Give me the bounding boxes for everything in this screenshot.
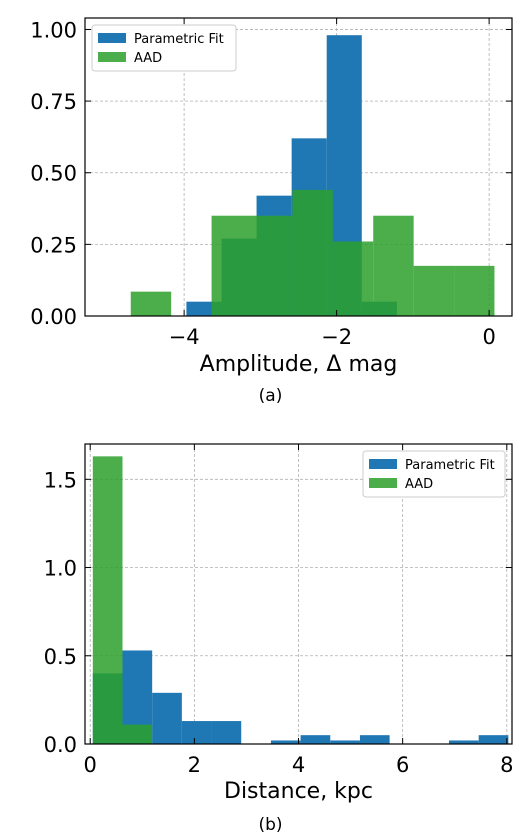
- x-tick-label: 2: [188, 753, 201, 777]
- x-tick-label: 6: [396, 753, 409, 777]
- legend: Parametric Fit AAD: [91, 24, 237, 72]
- aad-bar: [251, 215, 293, 316]
- x-tick-label: −2: [321, 325, 352, 349]
- x-axis-label: Distance, kpc: [224, 779, 373, 804]
- aad-bar: [211, 215, 252, 316]
- x-tick-label: 0: [84, 753, 97, 777]
- parametric-fit-bar: [300, 735, 331, 744]
- legend-entry: Parametric Fit: [405, 458, 495, 473]
- x-axis-label: Amplitude, Δ mag: [200, 352, 398, 377]
- legend-entry: AAD: [405, 477, 433, 492]
- y-tick-label: 0.0: [44, 733, 77, 757]
- aad-bar: [454, 265, 495, 316]
- y-tick-label: 1.0: [44, 557, 77, 581]
- parametric-fit-bar: [359, 735, 390, 744]
- y-tick-label: 0.25: [30, 233, 77, 257]
- legend-box: [91, 24, 237, 72]
- y-tick-label: 1.5: [44, 468, 77, 492]
- legend-swatch: [98, 33, 126, 43]
- aad-bar: [122, 724, 153, 744]
- panel-label: (b): [258, 815, 282, 835]
- plot-frame: [84, 17, 513, 317]
- parametric-fit-bar: [330, 740, 360, 744]
- parametric-fit-bar: [181, 721, 212, 744]
- aad-bar: [332, 241, 374, 316]
- histogram-distance: 0 2 4 6 8 0.0 0.5 1.0 1.5 Distance, kpc (b) Paramet…: [44, 443, 513, 835]
- y-tick-label: 0.50: [30, 162, 77, 186]
- x-tick-label: 4: [292, 753, 305, 777]
- y-tick-label: 1.00: [30, 18, 77, 42]
- panel-label: (a): [259, 386, 283, 406]
- legend: Parametric Fit AAD: [362, 450, 506, 498]
- legend-entry: AAD: [134, 51, 162, 66]
- legend-swatch: [98, 52, 126, 62]
- aad-bar: [373, 215, 414, 316]
- parametric-fit-bar: [448, 740, 479, 744]
- x-tick-label: −4: [169, 325, 200, 349]
- y-tick-label: 0.5: [44, 645, 77, 669]
- histogram-amplitude: −4 −2 0 0.00 0.25 0.50 0.75 1.00 Amplitude, Δ ma…: [30, 17, 513, 406]
- legend-entry: Parametric Fit: [134, 32, 224, 47]
- parametric-fit-bar: [270, 740, 301, 744]
- aad-bar: [130, 291, 172, 316]
- parametric-fit-bar: [211, 721, 242, 744]
- legend-swatch: [369, 459, 397, 469]
- parametric-fit-bar: [478, 735, 509, 744]
- x-tick-label: 0: [482, 325, 495, 349]
- parametric-fit-bar: [152, 692, 182, 744]
- x-tick-label: 8: [500, 753, 513, 777]
- legend-box: [362, 450, 506, 498]
- aad-bar: [413, 265, 455, 316]
- aad-bar: [292, 189, 333, 316]
- y-tick-label: 0.75: [30, 90, 77, 114]
- legend-swatch: [369, 478, 397, 488]
- y-tick-label: 0.00: [30, 305, 77, 329]
- aad-bar: [92, 456, 123, 744]
